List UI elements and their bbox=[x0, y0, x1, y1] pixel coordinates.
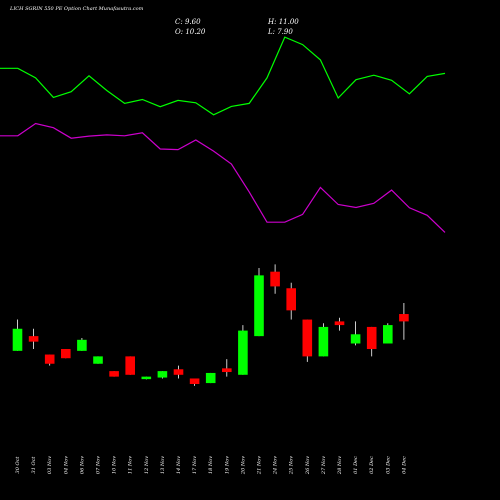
x-axis-date-label: 27 Nov bbox=[321, 456, 327, 475]
x-axis-date-label: 02 Dec bbox=[369, 456, 375, 474]
candle-down bbox=[61, 349, 71, 359]
x-axis-date-label: 01 Dec bbox=[353, 456, 359, 474]
upper-indicator-line bbox=[0, 36, 446, 116]
x-axis-date-label: 07 Nov bbox=[96, 456, 102, 474]
candle-down bbox=[173, 369, 184, 375]
candle-down bbox=[366, 326, 377, 350]
candle-down bbox=[109, 371, 119, 377]
candle-up bbox=[77, 339, 87, 351]
candle-down bbox=[125, 356, 135, 375]
x-axis-date-label: 12 Nov bbox=[144, 456, 150, 474]
x-axis-date-label: 03 Dec bbox=[385, 456, 391, 474]
x-axis-date-label: 31 Oct bbox=[31, 456, 37, 474]
close-readout: C: 9.60 bbox=[175, 18, 201, 26]
x-axis-date-label: 13 Nov bbox=[160, 456, 166, 474]
candle-down bbox=[270, 271, 280, 287]
candle-up bbox=[350, 334, 361, 344]
chart-title: LICH SGRIN 550 PE Option Chart Munafasut… bbox=[10, 6, 144, 12]
candle-down bbox=[286, 288, 296, 311]
candle-down bbox=[399, 314, 409, 322]
candle-down bbox=[302, 319, 313, 357]
x-axis-date-label: 06 Nov bbox=[79, 456, 85, 474]
x-axis-date-label: 18 Nov bbox=[208, 456, 214, 474]
x-axis-date-label: 26 Nov bbox=[305, 456, 311, 475]
x-axis-date-label: 14 Nov bbox=[176, 456, 182, 474]
x-axis-date-label: 19 Nov bbox=[224, 456, 230, 474]
low-readout: L: 7.90 bbox=[268, 28, 293, 36]
candle-down bbox=[189, 378, 200, 384]
x-axis-date-label: 03 Nov bbox=[47, 456, 53, 474]
candle-up bbox=[205, 372, 216, 384]
candle-up bbox=[141, 376, 152, 380]
candle-down bbox=[28, 336, 39, 342]
candle-up bbox=[12, 328, 23, 351]
x-axis-date-label: 10 Nov bbox=[112, 456, 118, 474]
x-axis-date-label: 20 Nov bbox=[240, 456, 246, 475]
x-axis-date-label: 11 Nov bbox=[128, 456, 134, 474]
candle-down bbox=[334, 321, 345, 326]
candle-up bbox=[93, 356, 103, 364]
candle-up bbox=[383, 325, 393, 344]
x-axis-date-label: 24 Nov bbox=[273, 456, 279, 475]
open-readout: O: 10.20 bbox=[175, 28, 206, 36]
candle-down bbox=[222, 368, 232, 373]
candle-down bbox=[44, 354, 55, 364]
x-axis-date-label: 04 Nov bbox=[63, 456, 69, 474]
x-axis-date-label: 28 Nov bbox=[337, 456, 343, 475]
x-axis-date-label: 30 Oct bbox=[15, 456, 21, 474]
x-axis-date-label: 25 Nov bbox=[289, 456, 295, 475]
candle-up bbox=[238, 330, 248, 375]
x-axis-date-label: 21 Nov bbox=[257, 456, 263, 475]
x-axis-date-label: 17 Nov bbox=[192, 456, 198, 474]
x-axis-date-label: 04 Dec bbox=[401, 456, 407, 474]
candle-up bbox=[157, 371, 168, 378]
high-readout: H: 11.00 bbox=[268, 18, 299, 26]
candle-up bbox=[254, 275, 264, 337]
candle-up bbox=[318, 326, 329, 357]
lower-indicator-line bbox=[0, 122, 446, 233]
